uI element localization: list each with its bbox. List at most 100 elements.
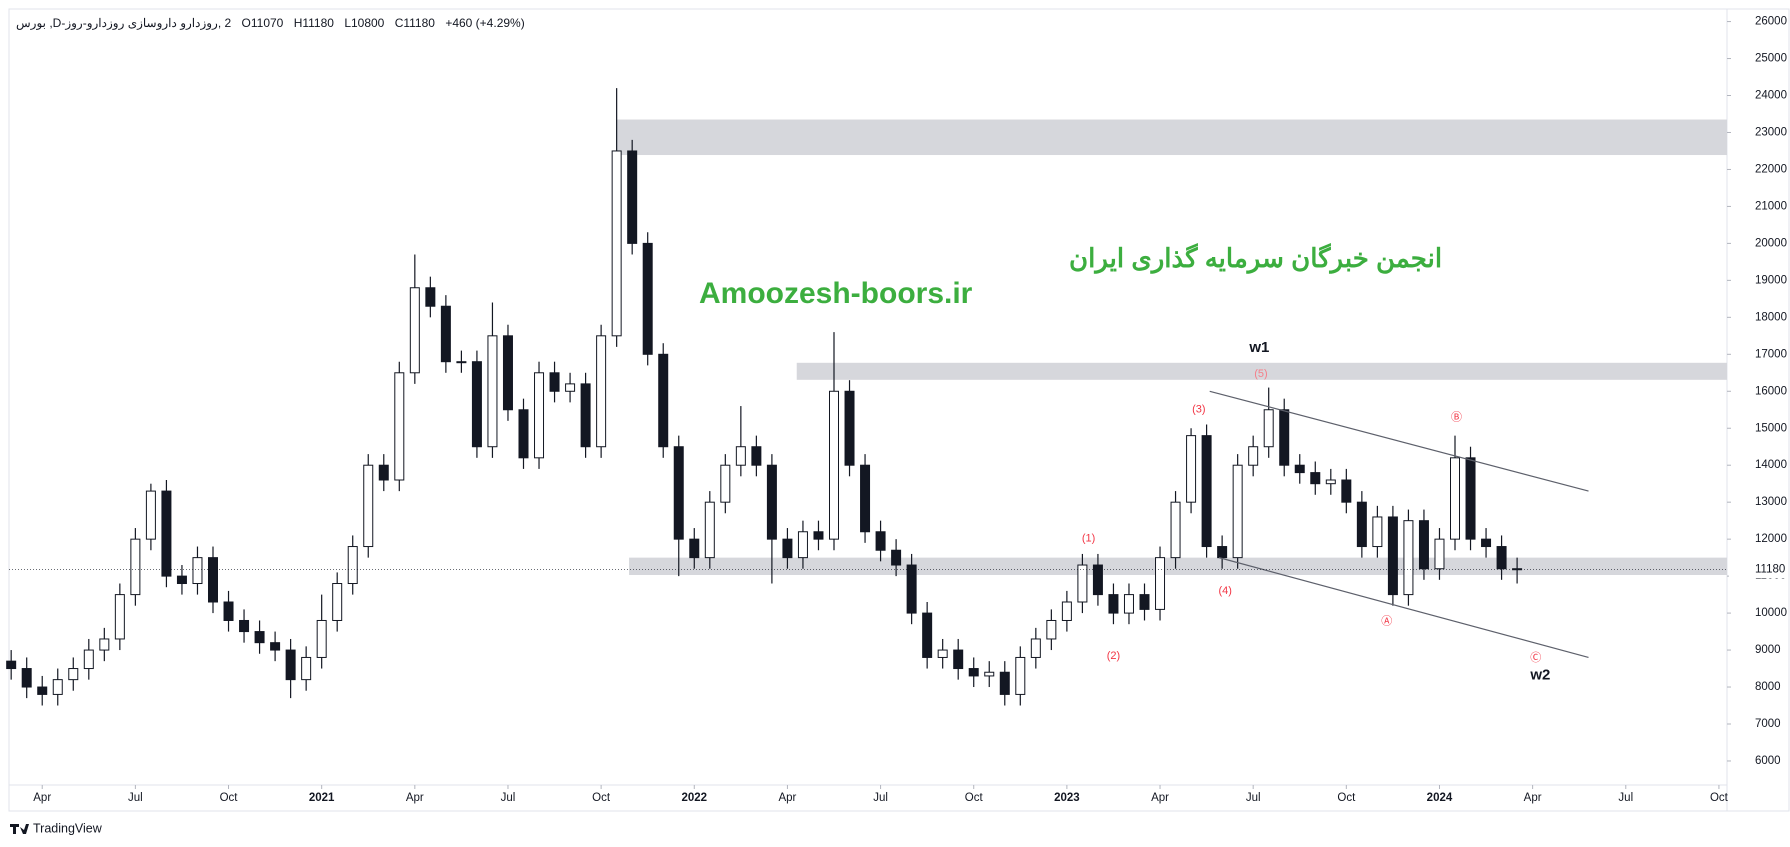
candle-body bbox=[860, 464, 871, 533]
x-tick-label: 2023 bbox=[1054, 792, 1080, 804]
candle-body bbox=[1015, 656, 1026, 695]
candle-body bbox=[1496, 546, 1507, 570]
candle-body bbox=[192, 557, 203, 585]
brand-logo bbox=[10, 824, 29, 834]
y-tick-label: 20000 bbox=[1755, 237, 1787, 249]
brand: TradingView bbox=[33, 821, 103, 835]
candle-body bbox=[1092, 564, 1103, 596]
zone bbox=[616, 119, 1728, 156]
candle-body bbox=[161, 490, 172, 577]
wave-label: Ⓑ bbox=[1451, 410, 1462, 423]
x-tick-label: Apr bbox=[33, 792, 51, 804]
candle-body bbox=[1170, 501, 1181, 559]
candle-body bbox=[1279, 409, 1290, 466]
candle-body bbox=[1403, 520, 1414, 596]
candle-body bbox=[549, 372, 560, 392]
x-tick-label: Apr bbox=[1151, 792, 1169, 804]
candle-body bbox=[1372, 516, 1383, 548]
y-tick-label: 16000 bbox=[1755, 385, 1787, 397]
candle-body bbox=[1434, 538, 1445, 570]
y-tick-label: 19000 bbox=[1755, 274, 1787, 286]
candle-body bbox=[487, 335, 498, 448]
candle-body bbox=[1123, 594, 1134, 614]
candle-body bbox=[1232, 464, 1243, 559]
candle-body bbox=[1030, 638, 1041, 658]
y-tick-label: 22000 bbox=[1755, 163, 1787, 175]
candle-body bbox=[1108, 594, 1119, 614]
candle-body bbox=[1077, 564, 1088, 603]
trend-line bbox=[1209, 390, 1589, 492]
x-tick-label: Oct bbox=[965, 792, 984, 804]
candle-body bbox=[254, 631, 265, 644]
candle-body bbox=[301, 656, 312, 681]
candle-body bbox=[891, 549, 902, 566]
close: C11180 bbox=[394, 16, 435, 30]
candle-body bbox=[378, 464, 389, 481]
last-price-box bbox=[1729, 560, 1787, 579]
candle-body bbox=[1248, 446, 1259, 466]
x-tick-label: 2021 bbox=[309, 792, 335, 804]
y-tick-label: 21000 bbox=[1755, 200, 1787, 212]
wave-label: w1 bbox=[1248, 339, 1269, 356]
candle-body bbox=[145, 490, 156, 540]
change: +460 (+4.29%) bbox=[445, 16, 525, 30]
candle-body bbox=[37, 686, 48, 695]
wave-label: Ⓐ bbox=[1381, 614, 1392, 627]
candle-body bbox=[1465, 457, 1476, 540]
y-tick-label: 26000 bbox=[1755, 16, 1787, 28]
x-tick-label: Apr bbox=[1524, 792, 1542, 804]
watermark: انجمن خبرگان سرمایه گذاری ایران bbox=[1069, 243, 1442, 274]
candle-body bbox=[596, 335, 607, 448]
x-tick-label: Jul bbox=[1246, 792, 1261, 804]
y-tick-label: 25000 bbox=[1755, 53, 1787, 65]
x-tick-label: Oct bbox=[1337, 792, 1356, 804]
candle-body bbox=[813, 531, 824, 540]
wave-label: w2 bbox=[1529, 667, 1550, 684]
candle-body bbox=[114, 594, 125, 640]
x-tick-label: Oct bbox=[1710, 792, 1729, 804]
candle-body bbox=[1217, 546, 1228, 559]
y-tick-label: 12000 bbox=[1755, 533, 1787, 545]
candle-body bbox=[425, 287, 436, 307]
candle-body bbox=[207, 557, 218, 603]
candle-body bbox=[1481, 538, 1492, 548]
watermark: Amoozesh-boors.ir bbox=[699, 277, 973, 310]
wave-label: Ⓒ bbox=[1530, 651, 1541, 664]
x-tick-label: 2022 bbox=[681, 792, 707, 804]
candle-body bbox=[21, 668, 32, 688]
x-tick-label: 2024 bbox=[1427, 792, 1453, 804]
candle-body bbox=[285, 649, 296, 681]
candle-body bbox=[844, 390, 855, 466]
candle-body bbox=[332, 583, 343, 621]
candle-body bbox=[937, 649, 948, 658]
wave-label: (3) bbox=[1192, 403, 1205, 415]
low: L10800 bbox=[344, 16, 385, 30]
candle-body bbox=[471, 361, 482, 448]
x-tick-label: Jul bbox=[128, 792, 143, 804]
candle-body bbox=[1310, 472, 1321, 485]
candle-body bbox=[52, 679, 63, 695]
candle-body bbox=[1387, 516, 1398, 596]
candle-body bbox=[1512, 568, 1523, 571]
candle-body bbox=[720, 464, 731, 503]
symbol: 2 ,روزدارو داروسازی روزدارو-روز-D, بورس bbox=[16, 16, 232, 30]
candle-body bbox=[751, 446, 762, 466]
candle-body bbox=[642, 242, 653, 355]
open: O11070 bbox=[241, 16, 284, 30]
candle-body bbox=[363, 464, 374, 548]
candle-body bbox=[1155, 557, 1166, 610]
wave-label: (2) bbox=[1107, 650, 1120, 662]
candle-body bbox=[906, 564, 917, 614]
candle-body bbox=[130, 538, 141, 596]
candle-body bbox=[394, 372, 405, 481]
candle-body bbox=[456, 361, 467, 364]
x-tick-label: Jul bbox=[1618, 792, 1633, 804]
candle-body bbox=[1341, 479, 1352, 503]
candle-body bbox=[6, 660, 17, 670]
zone bbox=[796, 362, 1727, 380]
candle-body bbox=[1139, 594, 1150, 610]
candle-body bbox=[782, 538, 793, 559]
candle-body bbox=[1325, 479, 1336, 485]
candle-body bbox=[984, 671, 995, 677]
